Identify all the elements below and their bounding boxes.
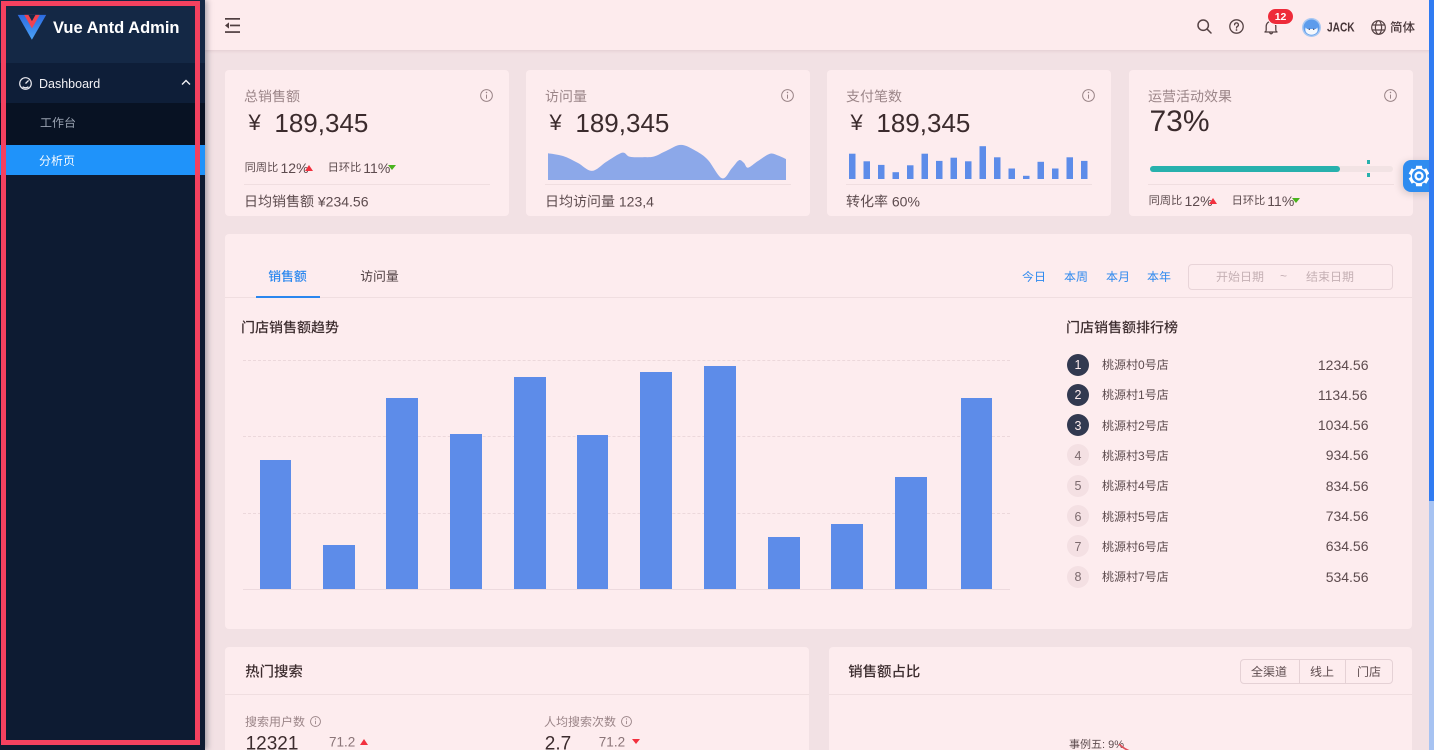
svg-text:¥234.56: ¥234.56 <box>316 193 368 209</box>
svg-text:7: 7 <box>1138 570 1145 584</box>
svg-text:0: 0 <box>1138 358 1145 372</box>
svg-text:123,4: 123,4 <box>618 193 653 209</box>
svg-text:2: 2 <box>1138 419 1145 433</box>
svg-text:60%: 60% <box>891 193 919 209</box>
svg-text:5: 5 <box>1138 510 1145 524</box>
svg-text:: 9%: : 9% <box>1102 739 1124 750</box>
svg-text:1: 1 <box>1138 388 1145 402</box>
svg-text:4: 4 <box>1138 479 1145 493</box>
svg-text:3: 3 <box>1138 449 1145 463</box>
svg-text:6: 6 <box>1138 540 1145 554</box>
